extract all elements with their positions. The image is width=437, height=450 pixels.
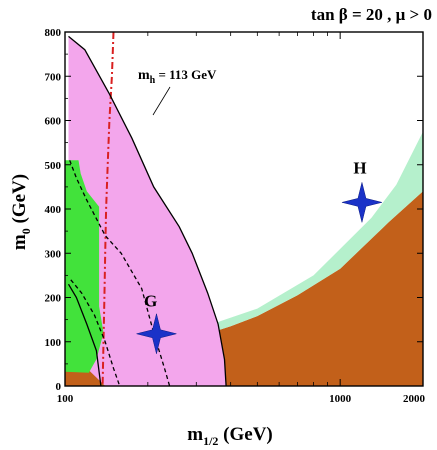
y-axis-title-unit: (GeV) [9, 174, 30, 228]
mh-annotation-m: m [138, 68, 150, 83]
marker-H-star [341, 182, 383, 223]
marker-H-label: H [353, 159, 366, 178]
region-g-2-favoured [68, 36, 227, 386]
x-tick-label-1000: 1000 [329, 393, 352, 405]
x-tick-label-2000: 2000 [403, 393, 426, 405]
x-axis-title-m: m [187, 424, 203, 445]
line-g-2-boundary [68, 35, 227, 386]
y-tick-label-600: 600 [45, 116, 62, 128]
x-tick-label-100: 100 [57, 393, 74, 405]
y-tick-label-400: 400 [45, 204, 62, 216]
x-axis-title-sub: 1/2 [203, 434, 218, 448]
x-axis-title: m1/2 (GeV) [187, 424, 273, 448]
y-tick-label-300: 300 [45, 248, 62, 260]
line-lep-higgs-solid [67, 283, 102, 386]
mh-annotation-sub: h [150, 75, 156, 86]
region-stau-lsp-excluded [65, 191, 423, 386]
mh-annotation: mh = 113 GeV [138, 67, 217, 86]
y-axis-title: m0 (GeV) [9, 174, 33, 250]
marker-G-label: G [144, 291, 157, 310]
line-mh-113-contour [101, 32, 115, 386]
y-tick-label-800: 800 [45, 27, 62, 39]
y-tick-label-0: 0 [56, 381, 62, 393]
x-axis-title-unit: (GeV) [218, 424, 272, 445]
line-lep-chargino-dashed [70, 279, 121, 386]
mh-annotation-arrow [152, 86, 171, 116]
y-tick-label-100: 100 [45, 337, 62, 349]
markers-layer: GH [136, 159, 383, 354]
lines-layer [67, 32, 227, 386]
regions-layer [65, 36, 423, 386]
y-axis-title-m: m [9, 234, 30, 250]
line-g-2-inner-dashed [69, 160, 171, 386]
marker-G-star [136, 313, 177, 354]
region-relic-density-allowed [105, 131, 423, 360]
y-tick-label-200: 200 [45, 293, 62, 305]
y-tick-label-500: 500 [45, 160, 62, 172]
chart-title: tan β = 20 , μ > 0 [311, 5, 432, 24]
mh-annotation-rest: = 113 GeV [155, 67, 217, 82]
y-axis-title-sub: 0 [19, 228, 33, 234]
y-tick-label-700: 700 [45, 71, 62, 83]
